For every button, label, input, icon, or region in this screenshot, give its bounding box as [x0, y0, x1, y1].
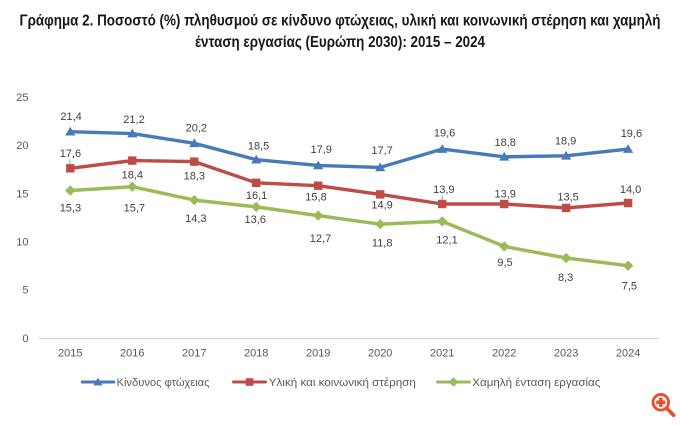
svg-text:2020: 2020 [368, 348, 392, 360]
svg-text:13,6: 13,6 [244, 214, 265, 226]
svg-text:2021: 2021 [430, 348, 454, 360]
svg-text:17,6: 17,6 [60, 148, 81, 160]
svg-text:18,8: 18,8 [494, 137, 515, 149]
svg-text:18,3: 18,3 [184, 171, 205, 183]
svg-text:16,1: 16,1 [246, 190, 267, 202]
svg-text:15,8: 15,8 [305, 191, 326, 203]
svg-text:12,7: 12,7 [310, 233, 331, 245]
svg-text:Γράφημα 2. Ποσοστό (%) πληθυσμ: Γράφημα 2. Ποσοστό (%) πληθυσμού σε κίνδ… [20, 13, 661, 30]
svg-text:18,9: 18,9 [555, 135, 576, 147]
svg-text:7,5: 7,5 [622, 281, 637, 293]
svg-text:10: 10 [16, 237, 28, 249]
svg-text:2015: 2015 [58, 348, 82, 360]
svg-text:25: 25 [16, 92, 28, 104]
svg-text:2022: 2022 [492, 348, 516, 360]
svg-text:21,4: 21,4 [60, 111, 81, 123]
svg-text:13,9: 13,9 [433, 184, 454, 196]
svg-text:2018: 2018 [244, 348, 268, 360]
svg-text:17,9: 17,9 [310, 144, 331, 156]
svg-text:13,9: 13,9 [494, 188, 515, 200]
svg-text:9,5: 9,5 [497, 257, 512, 269]
svg-text:2016: 2016 [120, 348, 144, 360]
svg-text:13,5: 13,5 [557, 191, 578, 203]
svg-text:2019: 2019 [306, 348, 330, 360]
svg-text:5: 5 [22, 285, 28, 297]
svg-text:2024: 2024 [616, 348, 640, 360]
svg-text:17,7: 17,7 [371, 145, 392, 157]
svg-text:Χαμηλή ένταση εργασίας: Χαμηλή ένταση εργασίας [472, 377, 600, 389]
svg-text:14,3: 14,3 [185, 213, 206, 225]
svg-text:19,6: 19,6 [621, 128, 642, 140]
svg-text:21,2: 21,2 [123, 114, 144, 126]
svg-text:18,4: 18,4 [122, 170, 143, 182]
svg-text:2017: 2017 [182, 348, 206, 360]
svg-text:Υλική και κοινωνική στέρηση: Υλική και κοινωνική στέρηση [269, 377, 416, 389]
svg-text:11,8: 11,8 [372, 237, 393, 249]
svg-text:18,5: 18,5 [248, 141, 269, 153]
svg-text:20: 20 [16, 140, 28, 152]
svg-text:14,0: 14,0 [620, 184, 641, 196]
svg-text:14,9: 14,9 [371, 199, 392, 211]
svg-text:15: 15 [16, 188, 28, 200]
svg-text:0: 0 [22, 333, 28, 345]
svg-text:Κίνδυνος φτώχειας: Κίνδυνος φτώχειας [117, 377, 210, 389]
svg-text:2023: 2023 [554, 348, 578, 360]
svg-text:20,2: 20,2 [186, 122, 207, 134]
svg-text:ένταση εργασίας (Ευρώπη 2030):: ένταση εργασίας (Ευρώπη 2030): 2015 – 20… [195, 34, 485, 51]
svg-text:12,1: 12,1 [436, 235, 457, 247]
svg-text:19,6: 19,6 [434, 128, 455, 140]
svg-text:15,3: 15,3 [60, 202, 81, 214]
svg-text:15,7: 15,7 [124, 203, 145, 215]
svg-text:8,3: 8,3 [558, 272, 573, 284]
